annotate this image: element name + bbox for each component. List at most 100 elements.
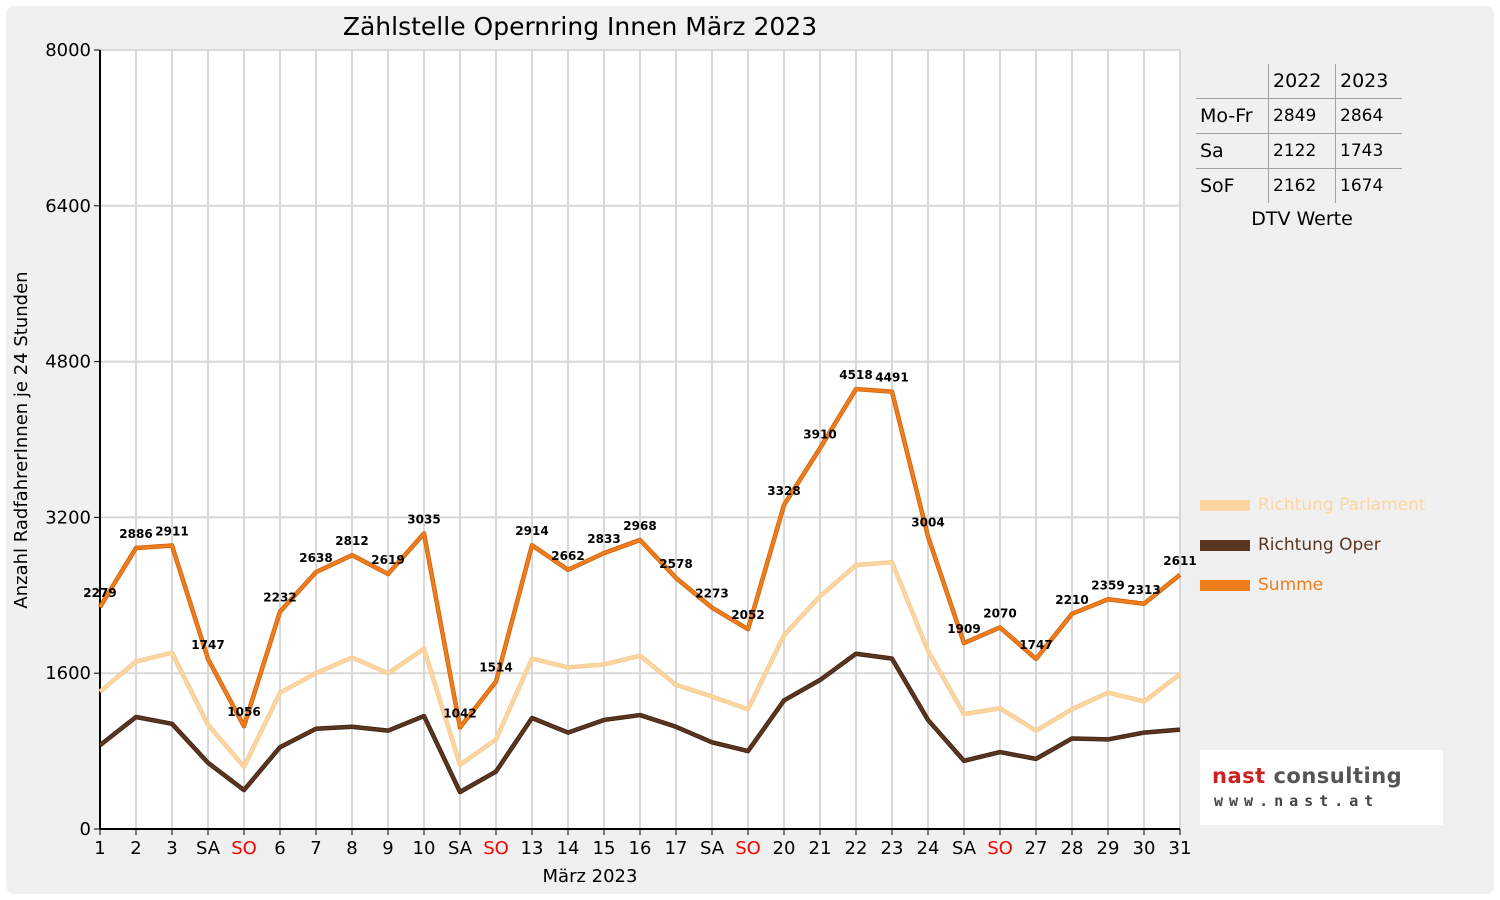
data-label: 2359 — [1091, 578, 1124, 592]
data-label: 2611 — [1163, 554, 1196, 568]
data-label: 3910 — [803, 427, 836, 441]
y-tick-label: 6400 — [45, 196, 91, 217]
y-tick-label: 3200 — [45, 507, 91, 528]
x-tick-label: SO — [483, 838, 509, 859]
data-label: 3328 — [767, 484, 800, 498]
data-label: 2812 — [335, 534, 368, 548]
dtv-year-2023: 2023 — [1335, 64, 1402, 99]
dtv-table: 2022 2023 Mo-Fr 2849 2864 Sa 2122 1743 S… — [1196, 64, 1402, 203]
x-tick-label: 7 — [310, 838, 321, 859]
x-tick-label: 27 — [1025, 838, 1048, 859]
legend-label: Richtung Oper — [1258, 535, 1381, 555]
data-label: 2232 — [263, 591, 296, 605]
x-tick-label: 21 — [809, 838, 832, 859]
data-label: 1056 — [227, 705, 260, 719]
data-label: 2638 — [299, 551, 332, 565]
x-tick-label: SO — [735, 838, 761, 859]
data-label: 2052 — [731, 608, 764, 622]
legend-swatch — [1200, 499, 1250, 511]
legend-item-oper: Richtung Oper — [1200, 535, 1381, 555]
dtv-cell: 2864 — [1335, 98, 1402, 134]
data-label: 1042 — [443, 707, 476, 721]
x-tick-label: 16 — [629, 838, 652, 859]
data-label: 3004 — [911, 515, 944, 529]
dtv-row-label: Mo-Fr — [1196, 98, 1269, 134]
x-tick-label: 1 — [94, 838, 105, 859]
data-label: 1747 — [1019, 638, 1052, 652]
data-label: 2273 — [695, 587, 728, 601]
x-tick-label: 28 — [1061, 838, 1084, 859]
x-tick-label: 10 — [413, 838, 436, 859]
x-tick-label: SA — [448, 838, 473, 859]
x-tick-label: 31 — [1169, 838, 1192, 859]
dtv-cell: 1674 — [1335, 168, 1402, 203]
x-tick-label: 29 — [1097, 838, 1120, 859]
x-tick-label: 22 — [845, 838, 868, 859]
dtv-row-label: SoF — [1196, 168, 1269, 203]
data-label: 2313 — [1127, 583, 1160, 597]
data-label: 1514 — [479, 661, 512, 675]
x-tick-label: 3 — [166, 838, 177, 859]
legend-item-summe: Summe — [1200, 575, 1323, 595]
legend-item-parlament: Richtung Parlament — [1200, 495, 1426, 515]
logo-name: nast consulting — [1212, 764, 1402, 788]
data-label: 2619 — [371, 553, 404, 567]
dtv-corner — [1196, 64, 1269, 99]
data-label: 2911 — [155, 525, 188, 539]
data-label: 3035 — [407, 512, 440, 526]
dtv-cell: 2122 — [1268, 133, 1336, 169]
y-tick-label: 1600 — [45, 663, 91, 684]
dtv-cell: 1743 — [1335, 133, 1402, 169]
chart-title: Zählstelle Opernring Innen März 2023 — [342, 12, 818, 41]
data-label: 1747 — [191, 638, 224, 652]
data-label: 1909 — [947, 622, 980, 636]
x-tick-label: 20 — [773, 838, 796, 859]
x-tick-label: 9 — [382, 838, 393, 859]
logo-url: www.nast.at — [1214, 792, 1380, 810]
x-tick-label: 2 — [130, 838, 141, 859]
data-label: 2279 — [83, 586, 116, 600]
x-tick-label: 6 — [274, 838, 285, 859]
series-line — [99, 560, 1181, 769]
x-tick-label: SO — [987, 838, 1013, 859]
y-tick-label: 0 — [80, 819, 91, 840]
data-label: 2662 — [551, 549, 584, 563]
logo: nast consulting www.nast.at — [1200, 750, 1443, 825]
data-label: 2914 — [515, 524, 548, 538]
x-tick-label: SA — [952, 838, 977, 859]
x-tick-label: 15 — [593, 838, 616, 859]
x-tick-label: SO — [231, 838, 257, 859]
legend-swatch — [1200, 539, 1250, 551]
logo-name-part1: nast — [1212, 764, 1266, 788]
dtv-caption: DTV Werte — [1251, 208, 1353, 230]
dtv-year-2022: 2022 — [1268, 64, 1336, 99]
x-tick-label: 23 — [881, 838, 904, 859]
data-label: 2578 — [659, 557, 692, 571]
x-tick-label: 30 — [1133, 838, 1156, 859]
data-label: 2070 — [983, 606, 1016, 620]
x-tick-label: SA — [196, 838, 221, 859]
data-label: 4518 — [839, 368, 872, 382]
y-tick-label: 8000 — [45, 40, 91, 61]
dtv-cell: 2849 — [1268, 98, 1336, 134]
data-label: 2886 — [119, 527, 152, 541]
data-label: 2968 — [623, 519, 656, 533]
logo-name-part2: consulting — [1265, 764, 1403, 788]
data-label: 4491 — [875, 371, 908, 385]
data-label: 2210 — [1055, 593, 1088, 607]
x-tick-label: 24 — [917, 838, 940, 859]
series-line — [98, 387, 1181, 730]
x-tick-label: 8 — [346, 838, 357, 859]
x-tick-label: 13 — [521, 838, 544, 859]
dtv-row-label: Sa — [1196, 133, 1269, 169]
legend-label: Richtung Parlament — [1258, 495, 1426, 515]
series-line — [99, 652, 1181, 794]
y-tick-label: 4800 — [45, 352, 91, 373]
dtv-cell: 2162 — [1268, 168, 1336, 203]
y-axis-label: Anzahl RadfahrerInnen je 24 Stunden — [11, 271, 32, 608]
x-tick-label: 17 — [665, 838, 688, 859]
legend-label: Summe — [1258, 575, 1324, 595]
data-label: 2833 — [587, 532, 620, 546]
legend-swatch — [1200, 579, 1250, 591]
